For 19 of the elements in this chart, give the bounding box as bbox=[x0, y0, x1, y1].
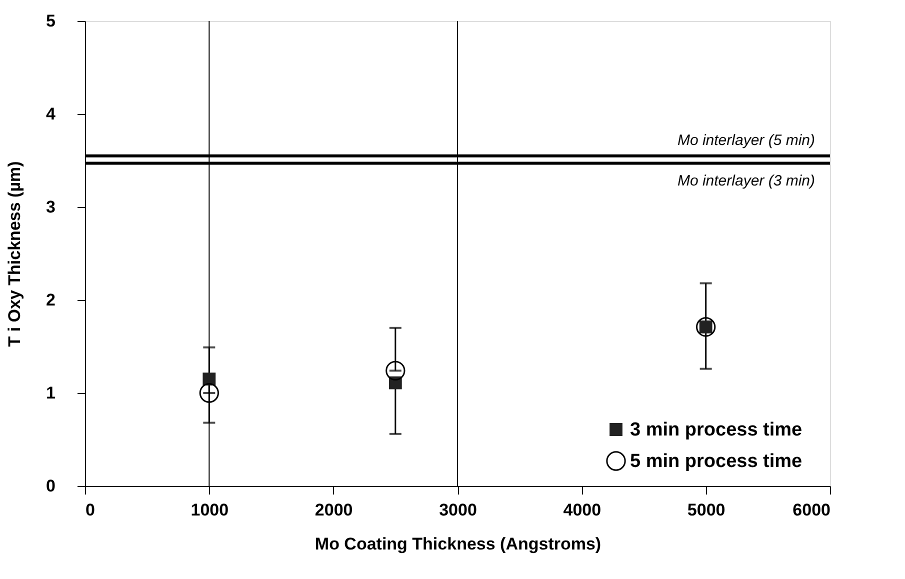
ref-line-label: Mo interlayer (5 min) bbox=[677, 132, 815, 149]
y-tick-label: 4 bbox=[46, 104, 56, 124]
y-tick-label: 1 bbox=[46, 384, 56, 402]
x-tick-label: 0 bbox=[86, 500, 95, 520]
x-tick-label: 6000 bbox=[792, 500, 830, 520]
legend-label: 3 min process time bbox=[630, 420, 802, 440]
legend-label: 5 min process time bbox=[630, 451, 802, 472]
y-tick-label: 3 bbox=[46, 198, 56, 216]
y-tick-label: 5 bbox=[46, 12, 56, 30]
y-axis-title: T i Oxy Thickness (µm) bbox=[5, 161, 24, 347]
x-tick-label: 3000 bbox=[439, 500, 477, 520]
x-tick-label: 4000 bbox=[563, 500, 602, 520]
x-axis-title: Mo Coating Thickness (Angstroms) bbox=[314, 534, 602, 554]
ref-line-label: Mo interlayer (3 min) bbox=[677, 172, 815, 190]
x-tick-label: 1000 bbox=[190, 500, 229, 520]
y-tick-label: 0 bbox=[46, 476, 56, 496]
x-tick-label: 2000 bbox=[314, 500, 353, 520]
y-tick-label: 2 bbox=[46, 290, 56, 310]
x-tick-label: 5000 bbox=[687, 500, 726, 520]
